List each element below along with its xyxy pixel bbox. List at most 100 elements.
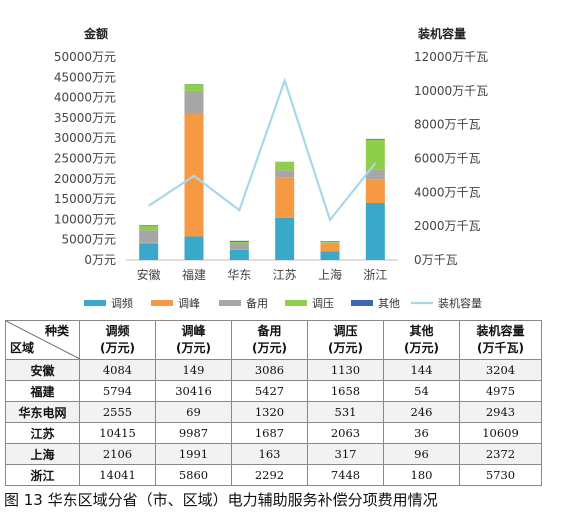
table-cell: 5860 bbox=[155, 464, 232, 486]
table-row: 安徽 4084 149 3086 1130 144 3204 bbox=[5, 359, 542, 381]
header-label: 其他 bbox=[409, 324, 434, 338]
table-cell: 1687 bbox=[231, 422, 308, 444]
legend-swatch bbox=[219, 300, 241, 306]
header-label: 装机容量 bbox=[476, 324, 525, 338]
left-axis-ticks: 0万元 5000万元 10000万元 15000万元 20000万元 25000万元 300… bbox=[54, 50, 116, 267]
table-row: 上海 2106 1991 163 317 96 2372 bbox=[5, 443, 542, 465]
bar-segment bbox=[229, 243, 249, 250]
header-unit: (万元) bbox=[100, 341, 135, 355]
stacked-bar-line-chart: 金额 装机容量 0万元 5000万元 10000万元 15000万元 20000万元 25… bbox=[54, 26, 488, 310]
bar-segment bbox=[184, 90, 204, 113]
table-row: 华东电网 2555 69 1320 531 246 2943 bbox=[5, 401, 542, 423]
bar-segment bbox=[320, 242, 340, 244]
header-unit: (万元) bbox=[328, 341, 363, 355]
corner-diagonal bbox=[6, 321, 80, 359]
right-axis-ticks: 0万千瓦 2000万千瓦 4000万千瓦 6000万千瓦 8000万千瓦 10000万千瓦… bbox=[414, 50, 488, 267]
bar-segment bbox=[139, 242, 159, 244]
right-tick-label: 2000万千瓦 bbox=[414, 219, 481, 233]
x-tick-label: 浙江 bbox=[363, 268, 387, 282]
bar-segment bbox=[320, 251, 340, 260]
header-qita: 其他 (万元) bbox=[383, 320, 460, 360]
legend-swatch bbox=[351, 300, 373, 306]
x-tick-label: 江苏 bbox=[273, 268, 297, 282]
legend-swatch bbox=[285, 300, 307, 306]
corner-top-label: 种类 bbox=[44, 324, 69, 338]
header-unit: (万元) bbox=[404, 341, 439, 355]
table-cell: 69 bbox=[155, 401, 232, 423]
legend-label: 调压 bbox=[312, 297, 334, 310]
bar-segment bbox=[365, 179, 385, 203]
figure-caption: 图 13 华东区域分省（市、区域）电力辅助服务补偿分项费用情况 bbox=[4, 491, 438, 509]
table-cell: 54 bbox=[383, 380, 460, 402]
right-tick-label: 10000万千瓦 bbox=[414, 84, 488, 98]
bar-segment bbox=[275, 177, 295, 218]
table-cell: 14041 bbox=[79, 464, 156, 486]
right-tick-label: 6000万千瓦 bbox=[414, 152, 481, 166]
row-region-name: 福建 bbox=[5, 380, 80, 402]
right-tick-label: 4000万千瓦 bbox=[414, 185, 481, 199]
table-cell: 96 bbox=[383, 443, 460, 465]
bar-segment bbox=[139, 243, 159, 260]
table-cell: 5427 bbox=[231, 380, 308, 402]
bar-segment bbox=[229, 249, 249, 260]
x-tick-label: 上海 bbox=[318, 267, 342, 282]
table-cell: 163 bbox=[231, 443, 308, 465]
table-cell: 180 bbox=[383, 464, 460, 486]
left-tick-label: 50000万元 bbox=[54, 50, 116, 64]
header-label: 调峰 bbox=[181, 324, 206, 338]
table-cell: 2943 bbox=[459, 401, 542, 423]
left-tick-label: 0万元 bbox=[84, 253, 116, 267]
table-cell: 1130 bbox=[307, 359, 384, 381]
bar-segment bbox=[229, 240, 249, 242]
table-cell: 2372 bbox=[459, 443, 542, 465]
right-tick-label: 0万千瓦 bbox=[414, 253, 458, 267]
line-series bbox=[148, 77, 377, 223]
table-cell: 4084 bbox=[79, 359, 156, 381]
table-cell: 10415 bbox=[79, 422, 156, 444]
header-tiaoya: 调压 (万元) bbox=[307, 320, 384, 360]
x-tick-label: 福建 bbox=[182, 267, 206, 282]
table-cell: 1658 bbox=[307, 380, 384, 402]
legend-label: 其他 bbox=[378, 297, 400, 310]
header-label: 备用 bbox=[257, 324, 282, 338]
right-axis-title: 装机容量 bbox=[417, 26, 466, 41]
bar-segment bbox=[139, 225, 159, 231]
table-cell: 149 bbox=[155, 359, 232, 381]
table-cell: 3204 bbox=[459, 359, 542, 381]
bar-segment bbox=[365, 202, 385, 260]
bar-segment bbox=[320, 241, 340, 243]
row-region-name: 上海 bbox=[5, 443, 80, 465]
left-tick-label: 30000万元 bbox=[54, 131, 116, 145]
x-tick-label: 华东 bbox=[227, 268, 251, 282]
table-cell: 7448 bbox=[307, 464, 384, 486]
left-axis-title: 金额 bbox=[83, 26, 108, 41]
header-unit: (万元) bbox=[252, 341, 287, 355]
right-tick-label: 12000万千瓦 bbox=[414, 50, 488, 64]
bar-segment bbox=[275, 161, 295, 171]
legend-label: 调频 bbox=[111, 296, 133, 310]
table-cell: 1320 bbox=[231, 401, 308, 423]
header-capacity: 装机容量 (万千瓦) bbox=[459, 320, 542, 360]
bar-segment bbox=[139, 225, 159, 226]
table-cell: 3086 bbox=[231, 359, 308, 381]
header-tiaofeng: 调峰 (万元) bbox=[155, 320, 232, 360]
bar-segment bbox=[184, 84, 204, 91]
bar-segment bbox=[275, 170, 295, 178]
bar-segment bbox=[320, 243, 340, 252]
bar-segment bbox=[365, 138, 385, 140]
table-cell: 36 bbox=[383, 422, 460, 444]
left-tick-label: 10000万元 bbox=[54, 212, 116, 226]
row-region-name: 安徽 bbox=[5, 359, 80, 381]
legend-swatch bbox=[84, 300, 106, 306]
left-tick-label: 40000万元 bbox=[54, 91, 116, 105]
table-cell: 246 bbox=[383, 401, 460, 423]
bar-segment bbox=[184, 236, 204, 260]
table-cell: 9987 bbox=[155, 422, 232, 444]
bar-segment bbox=[275, 217, 295, 260]
x-axis-labels: 安徽 福建 华东 江苏 上海 浙江 bbox=[137, 267, 388, 282]
table-row: 江苏 10415 9987 1687 2063 36 10609 bbox=[5, 422, 542, 444]
table-cell: 1991 bbox=[155, 443, 232, 465]
table-cell: 30416 bbox=[155, 380, 232, 402]
legend-label: 调峰 bbox=[178, 297, 200, 310]
left-tick-label: 45000万元 bbox=[54, 70, 116, 84]
